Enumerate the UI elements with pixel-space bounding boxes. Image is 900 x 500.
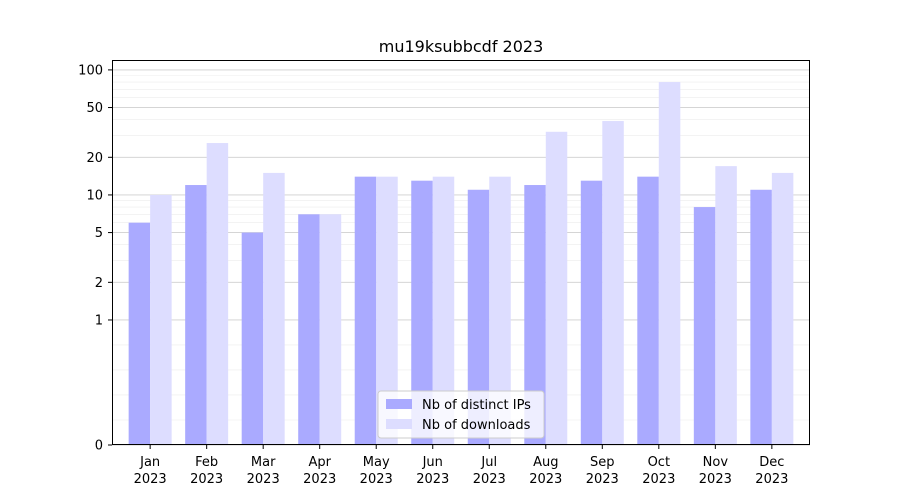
x-tick-label-month: Dec [759,455,784,470]
bar-distinct-ips-sep [580,180,603,445]
y-tick-label: 2 [95,276,103,291]
x-tick-label-month: Feb [195,455,218,470]
bar-distinct-ips-apr [298,214,320,445]
y-axis: 0 1 2 5 10 20 50 100 [78,63,112,454]
legend-label-downloads: Nb of downloads [422,418,531,433]
bar-downloads-oct [658,82,681,445]
bar-distinct-ips-jul [467,189,490,445]
bar-distinct-ips-dec [750,189,772,445]
bars [128,82,794,446]
bar-downloads-jun [432,176,455,445]
bar-downloads-dec [771,172,794,445]
x-tick-label-month: Jan [139,455,160,470]
y-tick-label: 5 [95,226,103,241]
y-tick-label: 0 [95,439,103,454]
bar-distinct-ips-oct [637,176,659,445]
legend: Nb of distinct IPs Nb of downloads [377,390,545,439]
x-tick-label-month: Apr [308,455,331,470]
legend-swatch-distinct-ips [386,399,412,409]
x-tick-label-year: 2023 [416,472,449,487]
bar-downloads-mar [263,172,285,445]
x-tick-label-year: 2023 [529,472,562,487]
bar-downloads-feb [206,143,229,445]
x-tick-label-year: 2023 [473,472,506,487]
x-tick-label-month: Jun [422,455,443,470]
bar-downloads-jul [489,176,511,445]
x-tick-label-month: Aug [533,455,558,470]
y-tick-label: 50 [86,101,103,116]
legend-label-distinct-ips: Nb of distinct IPs [422,398,531,413]
bar-distinct-ips-may [354,176,377,445]
x-tick-label-month: May [363,455,390,470]
x-tick-label-year: 2023 [360,472,393,487]
x-tick-label-month: Jul [480,455,497,470]
legend-swatch-downloads [386,419,412,429]
bar-downloads-may [376,176,398,445]
bar-distinct-ips-mar [241,232,264,445]
bar-downloads-apr [319,214,342,445]
x-tick-label-year: 2023 [586,472,619,487]
x-tick-label-month: Sep [590,455,615,470]
y-tick-label: 20 [86,151,103,166]
x-tick-label-year: 2023 [699,472,732,487]
y-tick-label: 1 [95,313,103,328]
x-tick-label-year: 2023 [247,472,280,487]
bar-downloads-aug [545,131,568,445]
bar-distinct-ips-jan [128,222,151,445]
legend-box [377,390,545,439]
bar-distinct-ips-nov [693,207,716,445]
plot-area-frame [112,60,810,445]
x-tick-label-year: 2023 [190,472,223,487]
x-axis: Jan 2023 Feb 2023 Mar 2023 Apr 2023 May 2023 Jun 20… [134,445,788,487]
bar-downloads-nov [715,166,737,445]
x-tick-label-year: 2023 [642,472,675,487]
bar-distinct-ips-jun [411,180,433,445]
bar-downloads-jan [150,194,172,445]
y-tick-label: 10 [86,188,103,203]
x-tick-label-month: Nov [703,455,729,470]
x-tick-label-month: Oct [648,455,670,470]
x-tick-label-year: 2023 [755,472,788,487]
grid-lines [112,69,810,446]
x-tick-label-month: Mar [251,455,276,470]
bar-distinct-ips-feb [185,185,207,445]
bar-distinct-ips-aug [524,185,546,445]
y-tick-label: 100 [78,63,103,78]
bar-downloads-sep [602,121,624,446]
chart-title: mu19ksubbcdf 2023 [379,37,544,56]
x-tick-label-year: 2023 [134,472,167,487]
x-tick-label-year: 2023 [303,472,336,487]
